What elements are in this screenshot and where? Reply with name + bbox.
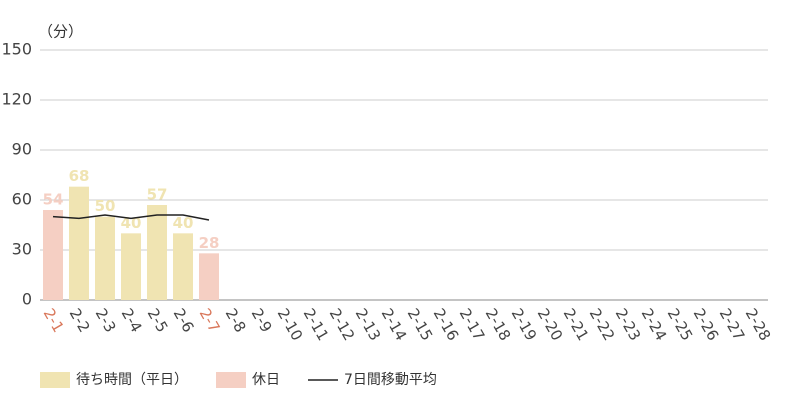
x-tick-label: 2-12 [326,305,359,343]
y-tick-label: 150 [1,40,32,59]
x-tick-label: 2-17 [456,305,489,343]
bar [43,210,63,300]
y-tick-label: 90 [12,140,32,159]
y-tick-label: 30 [12,240,32,259]
legend-label: 休日 [252,372,280,388]
legend-label: 7日間移動平均 [344,372,437,388]
bar [95,216,115,300]
value-label: 40 [121,214,142,232]
x-tick-label: 2-6 [170,305,198,335]
x-tick-label: 2-16 [430,305,463,343]
x-tick-label: 2-15 [404,305,437,343]
x-tick-label: 2-1 [40,305,68,335]
x-tick-label: 2-8 [222,305,250,335]
x-tick-label: 2-5 [144,305,172,335]
bar [173,233,193,300]
x-tick-label: 2-2 [66,305,94,335]
legend-swatch [40,372,70,388]
x-tick-label: 2-23 [612,305,645,343]
x-tick-label: 2-13 [352,305,385,343]
x-tick-label: 2-26 [690,305,723,343]
x-tick-label: 2-9 [248,305,276,335]
x-tick-label: 2-20 [534,305,567,343]
x-tick-label: 2-24 [638,305,671,343]
y-axis-label: （分） [38,23,83,41]
y-tick-label: 0 [22,290,32,309]
x-tick-label: 2-18 [482,305,515,343]
x-tick-label: 2-10 [274,305,307,343]
value-label: 57 [147,186,168,204]
x-tick-label: 2-7 [196,305,224,335]
x-tick-label: 2-21 [560,305,593,343]
value-label: 40 [173,214,194,232]
bar [199,253,219,300]
bar [121,233,141,300]
x-tick-label: 2-27 [716,305,749,343]
x-tick-label: 2-14 [378,305,411,343]
legend-swatch [216,372,246,388]
x-tick-label: 2-22 [586,305,619,343]
y-tick-label: 120 [1,90,32,109]
value-label: 54 [43,191,64,209]
x-tick-label: 2-11 [300,305,333,343]
x-tick-label: 2-28 [742,305,775,343]
y-tick-label: 60 [12,190,32,209]
value-label: 50 [95,197,116,215]
moving-average-line [52,214,210,221]
x-tick-label: 2-3 [92,305,120,335]
value-label: 28 [199,234,220,252]
value-label: 68 [69,167,90,185]
x-tick-label: 2-4 [118,305,146,335]
bar [147,205,167,300]
legend-label: 待ち時間（平日） [76,372,188,388]
x-tick-label: 2-19 [508,305,541,343]
x-tick-label: 2-25 [664,305,697,343]
bar [69,186,89,300]
